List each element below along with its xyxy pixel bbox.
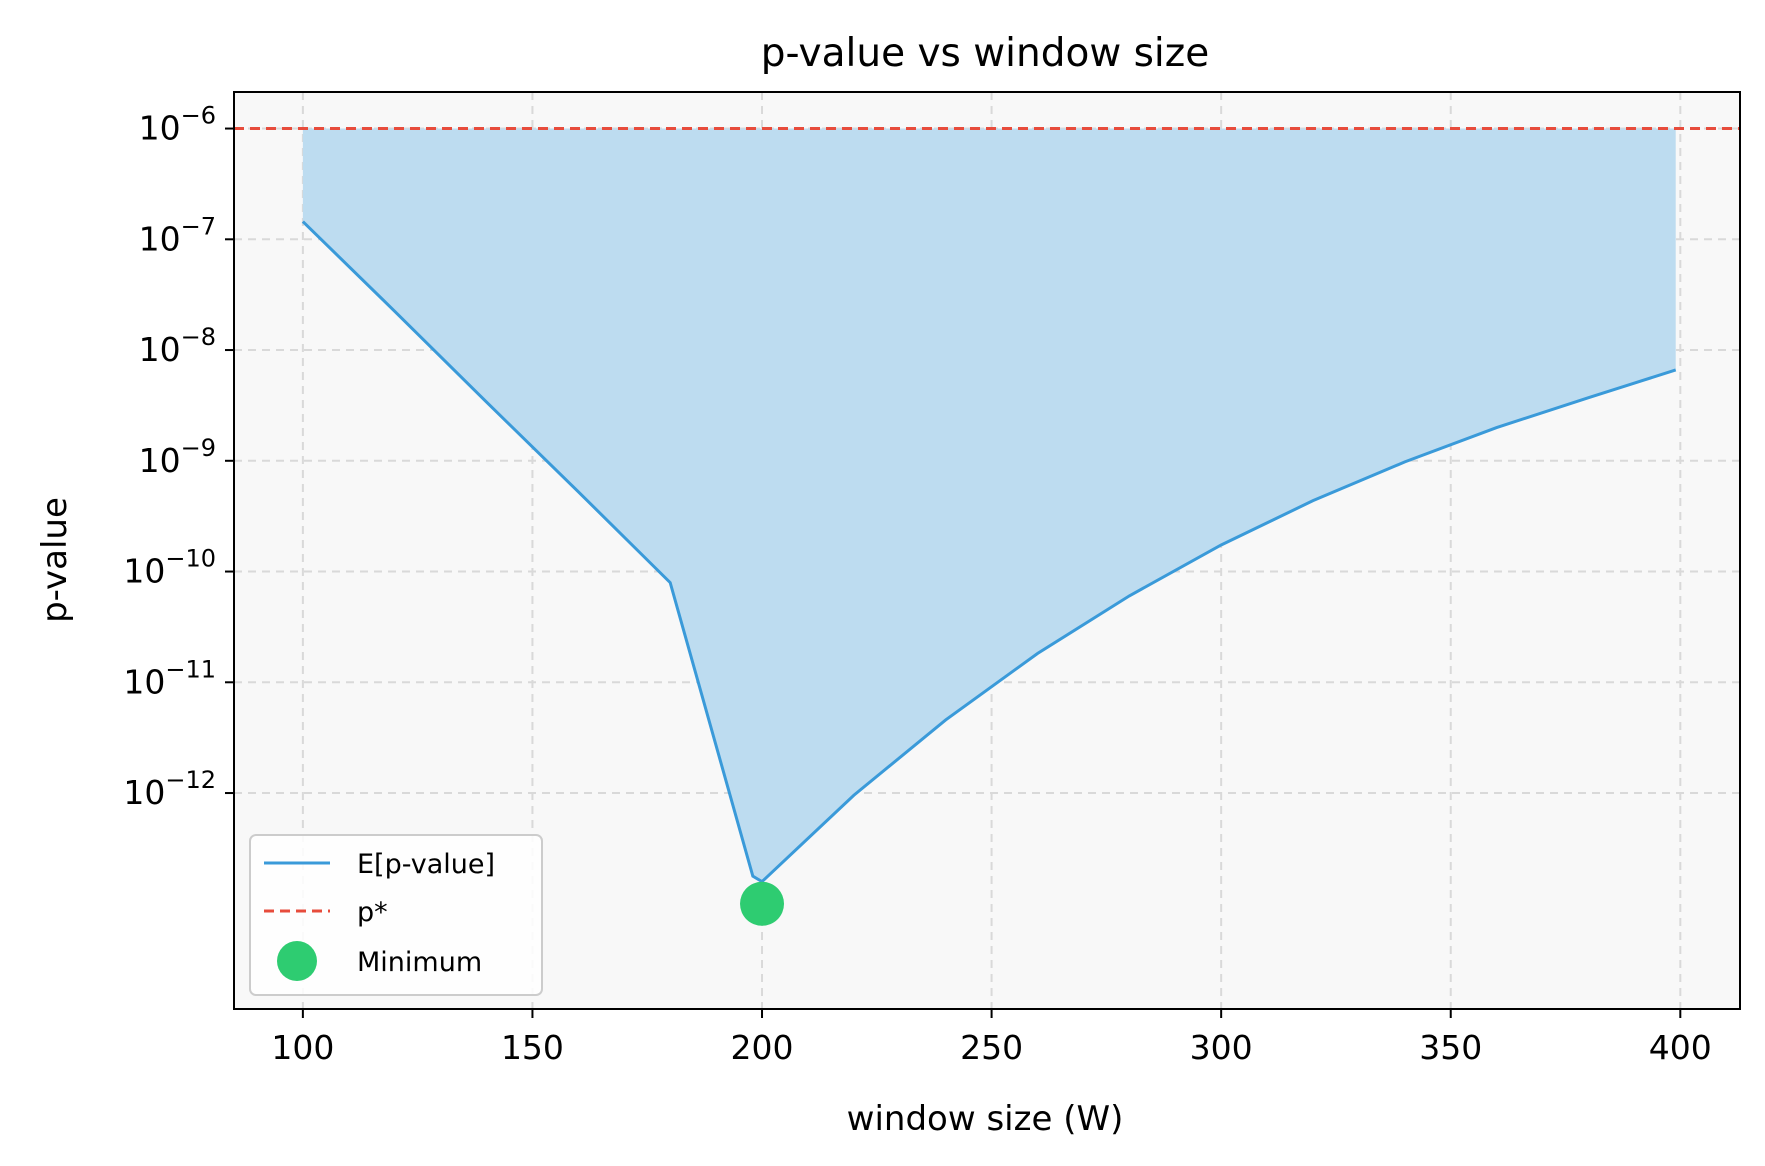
y-tick-label: 10−11 [123, 655, 216, 701]
y-tick-label: 10−6 [139, 102, 216, 148]
x-tick-label: 400 [1649, 1028, 1712, 1067]
y-tick-label: 10−7 [139, 212, 216, 258]
fill-layer [302, 128, 1676, 882]
legend-label-e-p-value: E[p-value] [357, 849, 495, 880]
legend-label-p-star: p* [357, 897, 388, 928]
x-tick-label: 150 [501, 1028, 564, 1067]
chart-title: p-value vs window size [761, 31, 1209, 76]
y-axis-label: p-value [35, 497, 75, 623]
legend: E[p-value] p* Minimum [249, 834, 543, 996]
fill-area [302, 128, 1676, 882]
y-tick-label: 10−12 [123, 766, 216, 812]
x-tick-label: 200 [731, 1028, 794, 1067]
line-layer [234, 127, 1740, 926]
y-axis: 10−6 10−7 10−8 10−9 10−10 10−11 10−12 [123, 102, 234, 812]
x-tick-label: 350 [1419, 1028, 1482, 1067]
minimum-marker [740, 881, 785, 926]
plot-frame [233, 91, 1741, 1010]
y-tick-label: 10−10 [123, 545, 216, 591]
y-tick-label: 10−8 [139, 323, 216, 369]
legend-marker-minimum [277, 941, 317, 981]
series-line-e-p-value [301, 220, 1677, 884]
x-tick-label: 250 [960, 1028, 1023, 1067]
x-axis: 100 150 200 250 300 350 400 [271, 1009, 1712, 1067]
legend-box [249, 834, 543, 996]
legend-label-minimum: Minimum [357, 947, 482, 978]
x-tick-label: 300 [1190, 1028, 1253, 1067]
x-axis-label: window size (W) [847, 1099, 1124, 1139]
x-tick-label: 100 [271, 1028, 334, 1067]
y-tick-label: 10−9 [139, 434, 216, 480]
